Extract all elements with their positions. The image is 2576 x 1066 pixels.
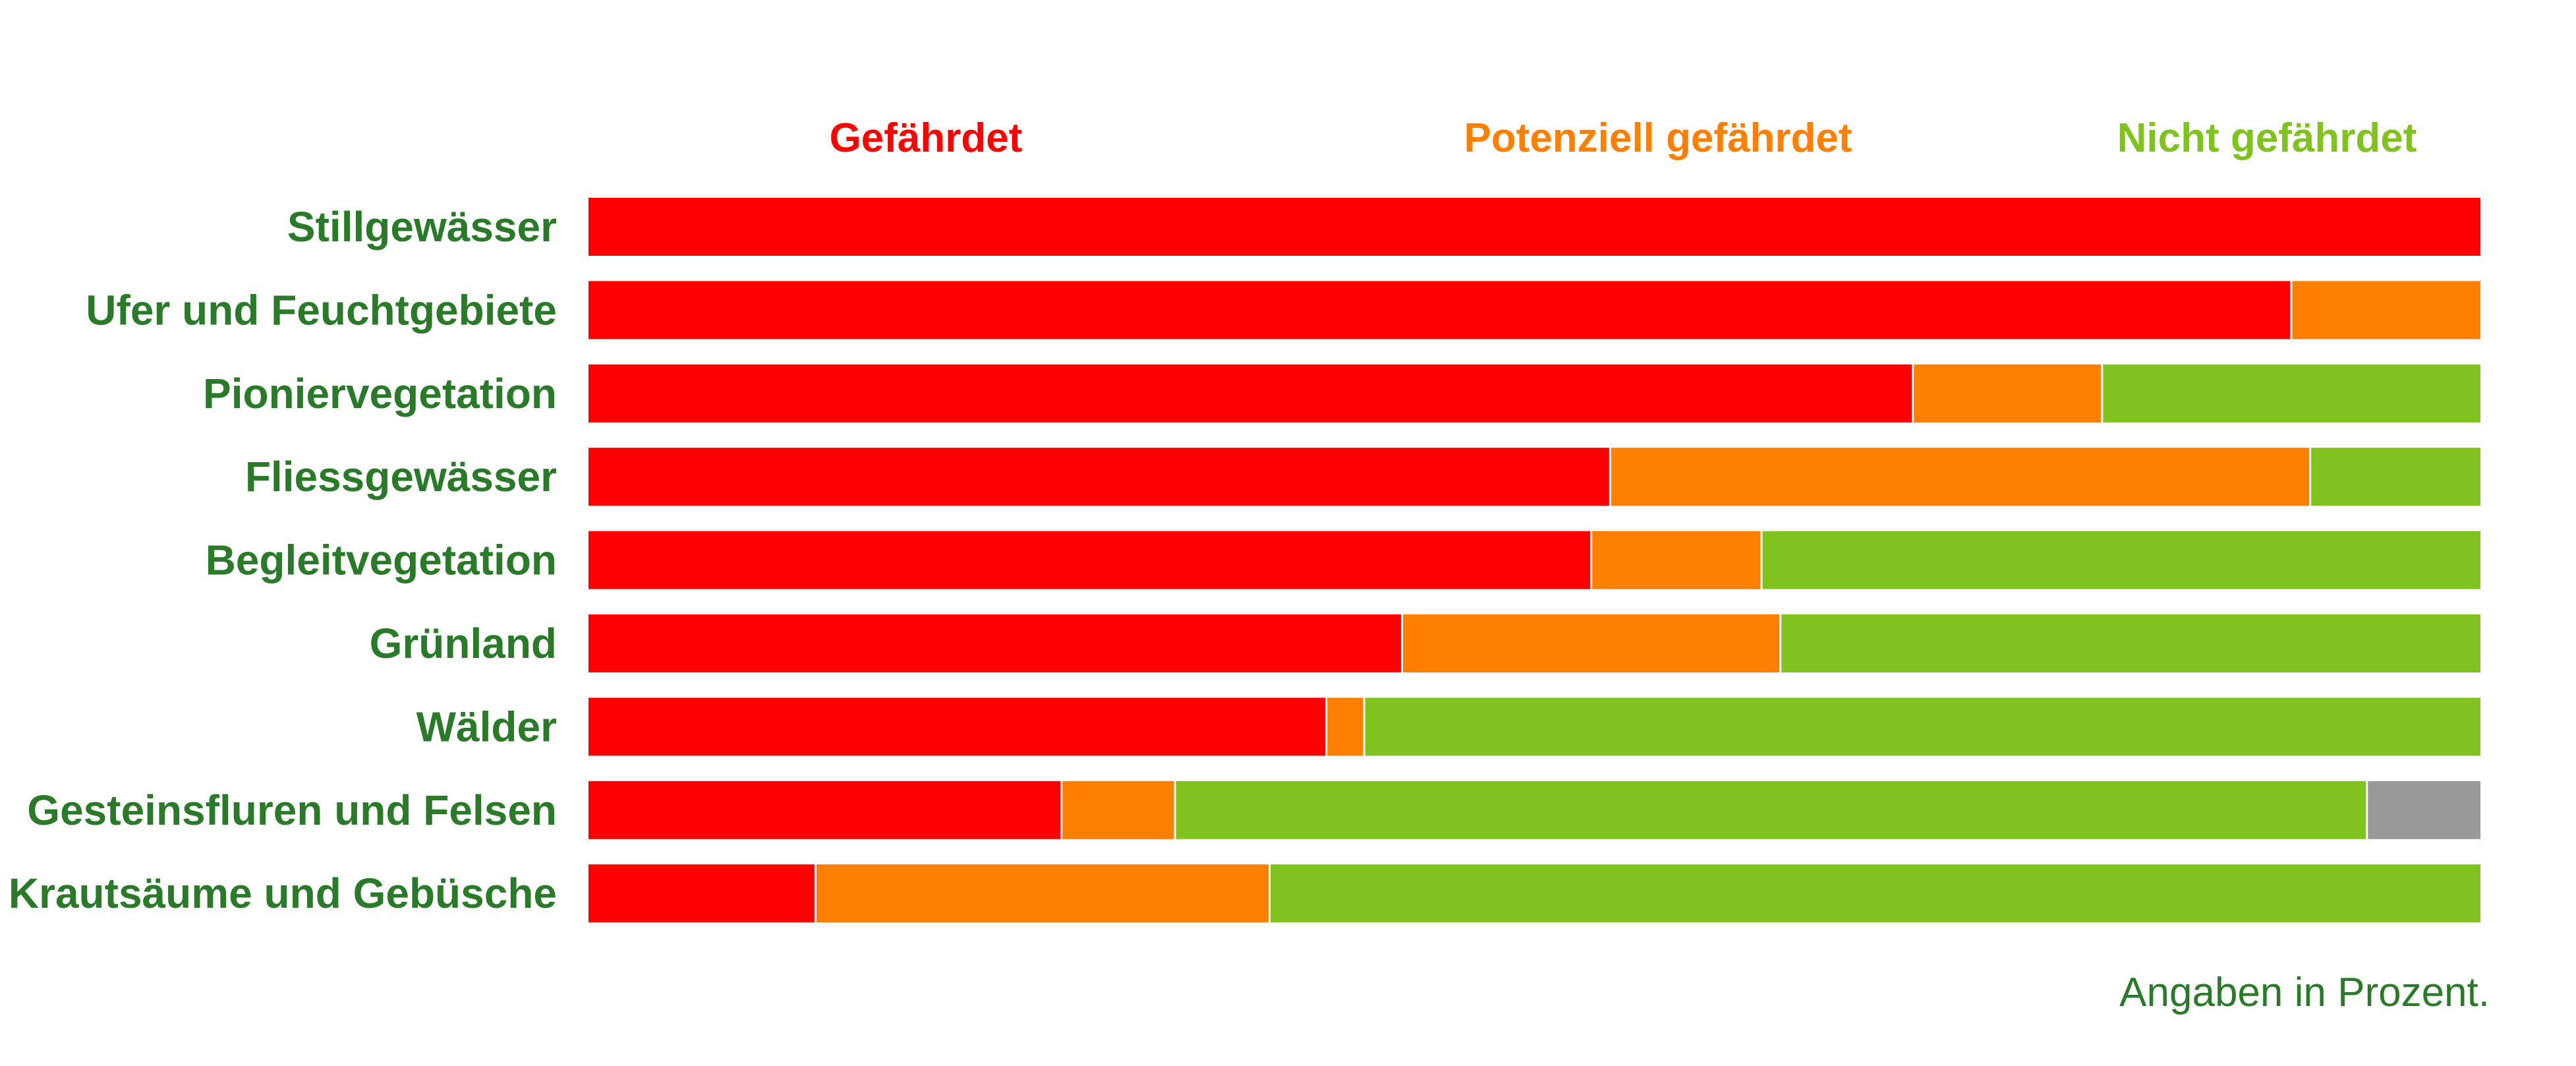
bar-segment bbox=[1591, 531, 1762, 589]
bar-segment bbox=[2310, 448, 2480, 506]
category-label: Pioniervegetation bbox=[203, 370, 557, 417]
bar-segment bbox=[588, 281, 2291, 340]
category-label: Krautsäume und Gebüsche bbox=[9, 870, 557, 917]
bar-segment bbox=[588, 697, 1327, 756]
category-label: Grünland bbox=[370, 620, 557, 667]
bar-segment bbox=[1326, 697, 1365, 756]
legend-item: Gefährdet bbox=[830, 115, 1023, 161]
bar-segment bbox=[588, 781, 1062, 839]
bar-segment bbox=[815, 864, 1270, 923]
bar-segment bbox=[1364, 697, 2480, 756]
category-label: Gesteinsfluren und Felsen bbox=[27, 786, 557, 834]
bar-segment bbox=[588, 198, 2480, 256]
category-label: Ufer und Feuchtgebiete bbox=[86, 286, 557, 334]
bar-segment bbox=[2291, 281, 2480, 340]
bars bbox=[588, 198, 2480, 923]
category-label: Begleitvegetation bbox=[206, 537, 557, 584]
bar-segment bbox=[2102, 364, 2480, 423]
category-label: Wälder bbox=[416, 703, 557, 750]
bar-segment bbox=[1402, 614, 1781, 672]
bar-segment bbox=[1061, 781, 1176, 839]
category-label: Stillgewässer bbox=[287, 203, 557, 251]
bar-segment bbox=[1912, 364, 2102, 423]
bar-segment bbox=[588, 364, 1913, 423]
bar-segment bbox=[588, 531, 1591, 589]
bar-segment bbox=[1269, 864, 2480, 923]
category-label: Fliessgewässer bbox=[245, 453, 557, 500]
bar-segment bbox=[1761, 531, 2480, 589]
legend-item: Potenziell gefährdet bbox=[1464, 115, 1852, 161]
bar-segment bbox=[2366, 781, 2480, 839]
unit-note: Angaben in Prozent. bbox=[2119, 970, 2490, 1015]
legend-item: Nicht gefährdet bbox=[2117, 115, 2417, 161]
bar-segment bbox=[1780, 614, 2480, 672]
legend: Gefährdet Potenziell gefährdet Nicht gefäh… bbox=[830, 115, 2417, 161]
category-labels: Stillgewässer Ufer und Feuchtgebiete Pioni… bbox=[9, 203, 557, 917]
bar-segment bbox=[588, 614, 1402, 672]
bar-segment bbox=[1175, 781, 2367, 839]
bar-segment bbox=[1610, 448, 2310, 506]
bar-segment bbox=[588, 864, 816, 923]
bar-segment bbox=[588, 448, 1611, 506]
